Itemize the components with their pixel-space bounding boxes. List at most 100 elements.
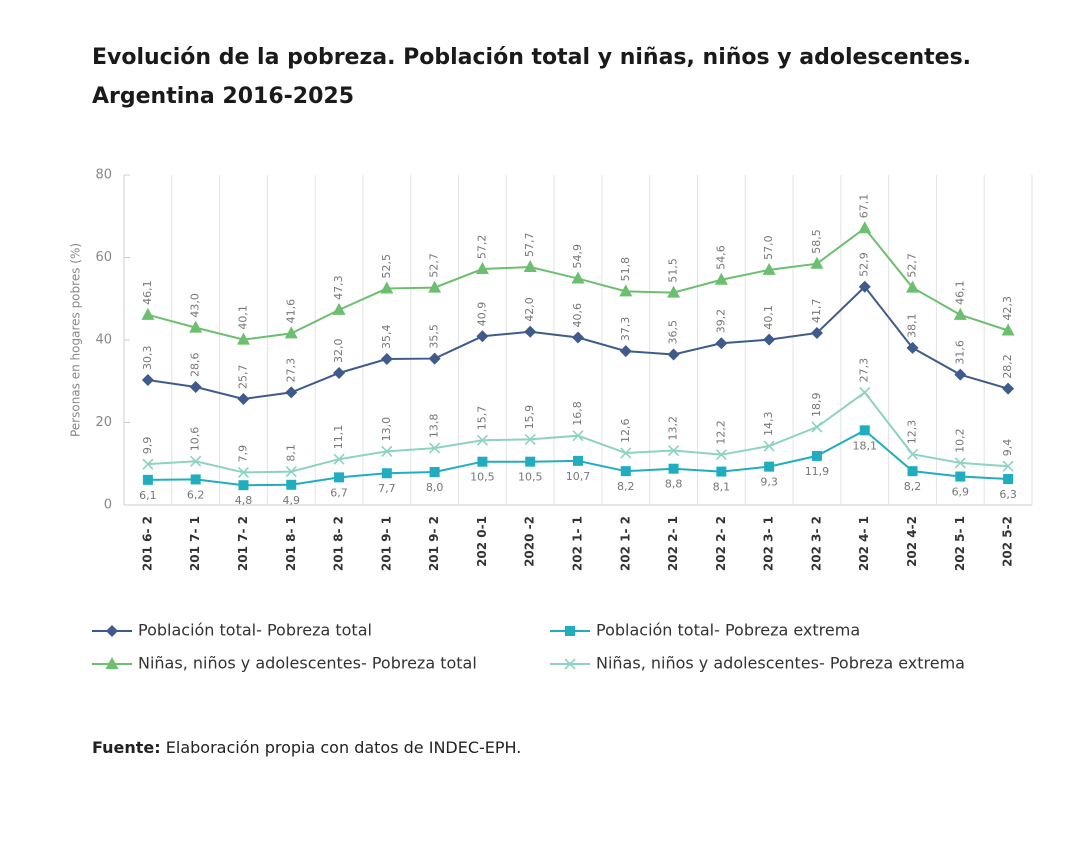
value-label: 57,2 [475,235,488,260]
value-label: 46,1 [953,280,966,305]
source: Fuente: Elaboración propia con datos de … [92,738,521,757]
value-label: 27,3 [284,358,297,383]
value-label: 40,9 [475,302,488,327]
value-label: 6,3 [999,488,1017,501]
value-label: 18,1 [852,439,877,452]
data-point [858,221,872,234]
value-label: 54,6 [714,245,727,270]
data-point [189,320,203,333]
value-label: 32,0 [332,339,345,364]
value-label: 27,3 [858,358,871,383]
data-point [668,444,680,457]
value-label: 40,1 [236,305,249,330]
data-point [285,386,298,399]
data-point [906,280,920,293]
x-tick-label: 201 6- 2 [140,516,154,571]
value-label: 8,0 [426,481,444,494]
legend-label: Población total- Pobreza total [138,621,372,640]
data-point [236,332,250,345]
value-label: 14,3 [762,412,775,437]
value-label: 16,8 [571,401,584,426]
data-point [667,348,680,361]
data-point [572,430,584,442]
data-point [811,450,822,461]
data-point [572,331,584,344]
value-label: 8,1 [713,481,731,494]
data-point [332,302,346,315]
data-point [523,259,537,272]
data-point [953,307,967,320]
y-tick-label: 0 [104,498,112,513]
data-point [284,326,298,339]
data-point [476,330,489,343]
value-label: 58,5 [810,229,823,254]
value-label: 15,9 [523,405,536,430]
data-point [619,284,633,297]
data-point [573,455,583,466]
legend-label: Niñas, niños y adolescentes- Pobreza ext… [596,654,965,673]
value-label: 4,9 [283,494,301,507]
value-label: 67,1 [858,194,871,219]
data-point [190,474,201,485]
y-tick-label: 80 [95,168,112,183]
data-point [955,471,966,482]
value-label: 13,0 [380,417,393,442]
value-label: 6,7 [330,486,348,499]
y-tick-label: 20 [95,415,112,430]
data-point [667,285,681,298]
value-label: 8,1 [284,444,297,462]
value-label: 46,1 [141,280,154,305]
value-label: 41,7 [810,298,823,323]
data-point [762,262,776,275]
value-label: 43,0 [189,293,202,318]
data-point [428,280,442,293]
data-point [141,374,154,387]
y-axis-label: Personas en hogares pobres (%) [69,243,83,437]
data-point [381,468,392,479]
chart-title: Argentina 2016-2025 [92,84,354,109]
data-point [907,466,918,477]
data-point [141,307,155,320]
legend-label: Niñas, niños y adolescentes- Pobreza tot… [138,654,477,673]
value-label: 4,8 [235,494,253,507]
value-label: 6,9 [952,486,970,499]
value-label: 35,4 [380,324,393,349]
value-label: 15,7 [475,406,488,431]
x-tick-label: 202 5-2 [1001,516,1015,567]
data-point [571,271,585,284]
data-point [1002,382,1015,395]
data-point [476,434,488,446]
x-tick-label: 202 2- 2 [714,516,728,571]
x-tick-label: 201 8- 1 [284,516,298,571]
data-point [524,433,536,445]
data-point [906,341,919,354]
data-point [954,457,966,469]
data-point [190,455,202,467]
legend-marker [565,626,575,636]
value-label: 37,3 [619,317,632,342]
data-point [380,281,394,294]
value-label: 10,5 [470,471,495,484]
legend-marker [106,625,118,637]
data-point [906,448,919,460]
x-tick-label: 202 3- 1 [762,516,776,571]
data-point [1003,474,1014,485]
data-point [954,368,967,381]
x-tick-label: 2020 -2 [523,516,537,567]
value-label: 42,3 [1001,296,1014,320]
value-label: 52,5 [380,254,393,279]
value-label: 10,5 [518,471,543,484]
legend-marker [564,658,576,670]
value-label: 11,1 [332,425,345,450]
value-label: 28,6 [189,353,202,378]
value-label: 8,8 [665,478,683,491]
data-point [716,466,727,477]
data-point [428,352,441,365]
data-point [237,466,250,478]
value-label: 18,9 [810,393,823,418]
data-point [333,367,346,379]
value-label: 7,9 [236,445,249,463]
data-point [811,421,823,433]
data-point [620,466,631,477]
value-label: 25,7 [236,364,249,389]
